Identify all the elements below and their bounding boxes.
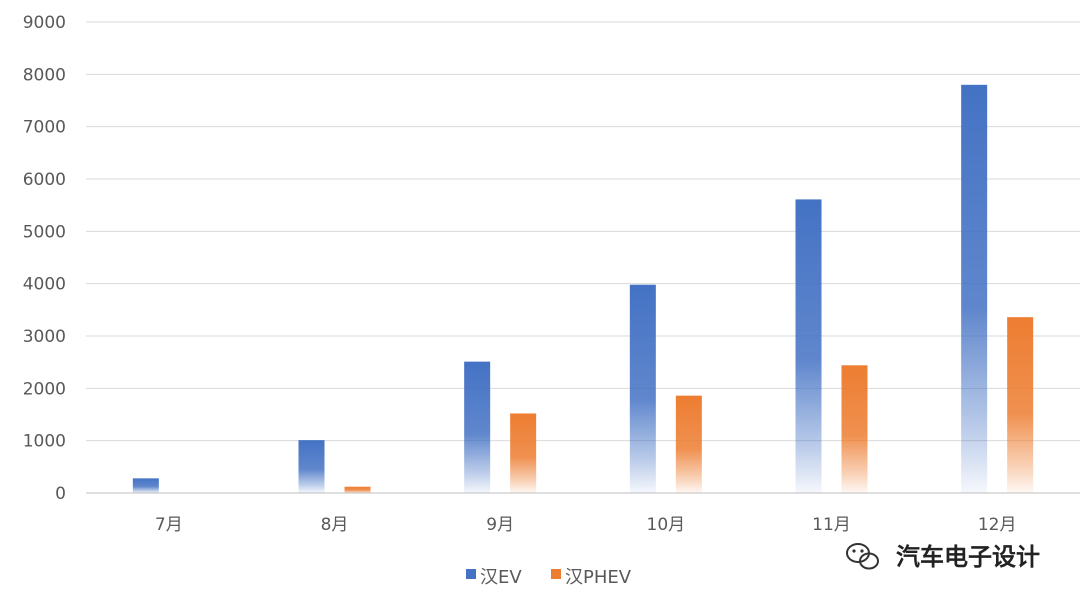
bar-phev-5 (841, 365, 868, 493)
legend-label: 汉PHEV (565, 567, 632, 588)
watermark-text: 汽车电子设计 (896, 543, 1040, 571)
y-tick-label: 4000 (23, 275, 66, 295)
y-tick-label: 6000 (23, 170, 66, 190)
y-tick-label: 3000 (23, 327, 66, 347)
bar-phev-3 (510, 413, 537, 493)
y-tick-label: 2000 (23, 379, 66, 399)
x-tick-label: 7月 (155, 515, 183, 535)
bar-ev-3 (464, 361, 491, 493)
y-axis-tick-labels: 0 1000 2000 3000 4000 5000 6000 7000 8000 9000 (23, 13, 66, 504)
x-axis-tick-labels: 7月 8月 9月 10月 11月 12月 (155, 515, 1017, 535)
bar-ev-6 (961, 84, 988, 494)
y-tick-label: 1000 (23, 432, 66, 452)
bar-phev-2 (344, 486, 371, 493)
x-tick-label: 9月 (486, 515, 514, 535)
legend-swatch (466, 569, 476, 579)
watermark: 汽车电子设计 (846, 543, 1040, 571)
y-tick-label: 5000 (23, 222, 66, 242)
legend-swatch (551, 569, 561, 579)
bar-ev-5 (795, 199, 822, 493)
legend: 汉EV 汉PHEV (466, 567, 632, 588)
y-tick-label: 9000 (23, 13, 66, 33)
legend-label: 汉EV (480, 567, 522, 588)
x-tick-label: 8月 (321, 515, 349, 535)
bar-ev-2 (298, 440, 325, 493)
y-tick-label: 7000 (23, 118, 66, 138)
wechat-icon (846, 543, 879, 570)
bar-phev-4 (675, 395, 702, 493)
x-tick-label: 10月 (647, 515, 686, 535)
bar-ev-1 (132, 478, 159, 493)
gridlines (86, 21, 1080, 494)
bar-phev-6 (1007, 317, 1034, 493)
bar-ev-4 (629, 284, 656, 493)
y-tick-label: 8000 (23, 65, 66, 85)
y-tick-label: 0 (55, 484, 66, 504)
x-tick-label: 12月 (978, 515, 1017, 535)
x-tick-label: 11月 (812, 515, 851, 535)
bars (132, 84, 1034, 494)
